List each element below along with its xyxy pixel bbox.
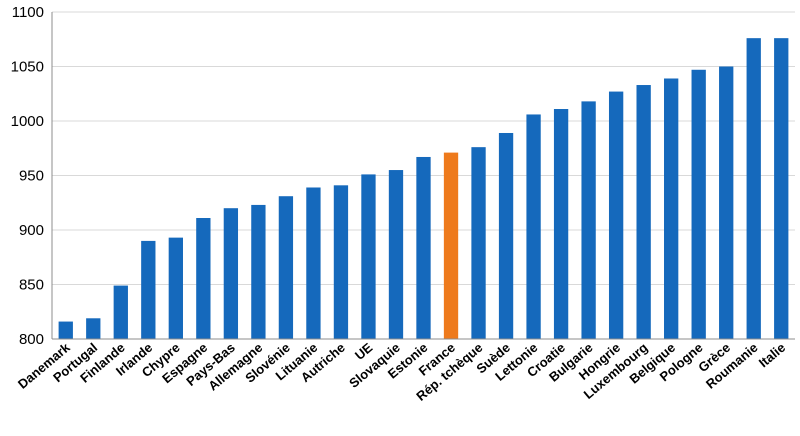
bar-italie [774,38,789,339]
bar-croatie [553,109,569,339]
bar-danemark [58,321,73,339]
bar-r-p-tch-que [471,147,486,339]
bar-slov-nie [278,196,294,339]
y-tick-label: 1050 [11,59,44,76]
bar-espagne [196,218,211,339]
bar-autriche [333,185,349,339]
bar-slovaquie [388,170,404,339]
bars [58,38,789,340]
bar-pays-bas [223,208,239,339]
bar-pologne [691,69,706,340]
bar-estonie [416,156,431,339]
bar-irlande [141,240,156,339]
y-tick-label: 850 [19,277,44,294]
bar-allemagne [251,204,266,339]
bar-ue [361,174,376,339]
y-tick-label: 800 [19,331,44,348]
x-axis-ticks: DanemarkPortugalFinlandeIrlandeChypreEsp… [15,339,788,403]
bar-belgique [664,78,679,340]
bar-hongrie [608,91,624,339]
bar-lituanie [306,187,321,339]
x-tick-label: Italie [756,340,788,371]
bar-portugal [86,318,101,339]
y-tick-label: 900 [19,222,44,239]
bar-finlande [113,285,128,339]
bar-bulgarie [581,101,596,339]
y-tick-label: 1100 [12,4,44,21]
y-axis-ticks: 800 850 900 950 1000 1050 1100 [11,4,44,348]
bar-luxembourg [636,85,651,339]
bar-lettonie [526,114,541,340]
bar-france [443,152,459,339]
y-tick-label: 1000 [11,113,44,130]
bar-su-de [498,132,514,339]
axes [51,12,795,340]
y-tick-label: 950 [19,168,44,185]
bar-roumanie [746,38,761,339]
bar-chypre [168,237,183,339]
bar-gr-ce [719,66,734,339]
